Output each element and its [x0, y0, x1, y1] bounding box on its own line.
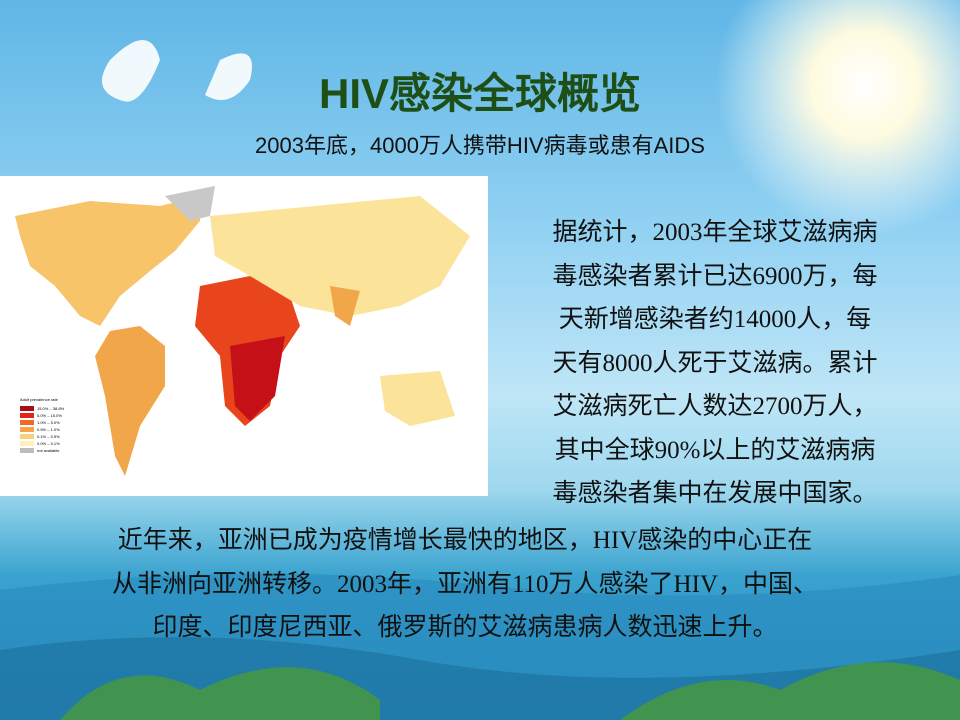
legend-label: not available	[37, 448, 60, 453]
legend-label: 1.0% – 5.0%	[37, 420, 60, 425]
legend-swatch	[20, 406, 34, 411]
text-line: 天有8000人死于艾滋病。累计	[552, 349, 878, 377]
legend-label: 5.0% – 15.0%	[37, 413, 62, 418]
text-line: 从非洲向亚洲转移。2003年，亚洲有110万人感染了HIV，中国、	[111, 570, 818, 598]
legend-label: 0.0% – 0.1%	[37, 441, 60, 446]
text-line: 其中全球90%以上的艾滋病病	[554, 436, 876, 464]
text-line: 艾滋病死亡人数达2700万人，	[552, 393, 878, 420]
legend-title: Adult prevalence rate	[20, 397, 59, 402]
text-line: 近年来，亚洲已成为疫情增长最快的地区，HIV感染的中心正在	[117, 527, 813, 554]
text-line: 印度、印度尼西亚、俄罗斯的艾滋病患病人数迅速上升。	[152, 614, 778, 641]
text-line: 毒感染者集中在发展中国家。	[552, 480, 878, 507]
legend-label: 0.5% – 1.0%	[37, 427, 60, 432]
legend-label: 0.1% – 0.5%	[37, 434, 60, 439]
title: HIV感染全球概览	[318, 70, 641, 117]
world-map: Adult prevalence rate 15.0% – 38.8% 5.0% …	[0, 176, 488, 496]
legend-swatch	[20, 427, 34, 432]
legend-swatch	[20, 448, 34, 453]
legend-swatch	[20, 441, 34, 446]
legend-swatch	[20, 420, 34, 425]
legend-label: 15.0% – 38.8%	[37, 406, 65, 411]
text-line: 毒感染者累计已达6900万，每	[552, 262, 878, 290]
text-line: 天新增感染者约14000人，每	[558, 306, 872, 333]
subtitle: 2003年底，4000万人携带HIV病毒或患有AIDS	[255, 133, 705, 158]
text-line: 据统计，2003年全球艾滋病病	[552, 219, 878, 246]
legend-swatch	[20, 434, 34, 439]
legend-swatch	[20, 413, 34, 418]
